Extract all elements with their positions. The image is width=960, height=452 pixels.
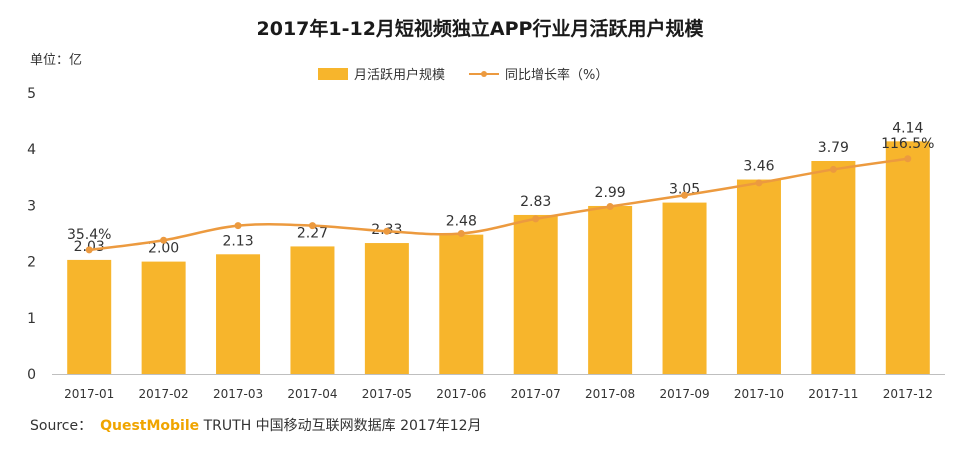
bar-value-label: 2.00 (148, 241, 179, 257)
unit-label: 单位：亿 (30, 53, 83, 68)
growth-point-2017-04 (308, 222, 316, 230)
x-tick-label: 2017-08 (585, 387, 635, 401)
growth-point-2017-02 (160, 236, 168, 244)
bar-2017-08 (588, 205, 633, 374)
x-tick-label: 2017-09 (659, 387, 709, 401)
source-brand-logo: QuestMobile (100, 418, 200, 434)
x-tick-label: 2017-07 (511, 387, 561, 401)
x-tick-label: 2017-10 (734, 387, 784, 401)
x-tick-label: 2017-01 (64, 387, 114, 401)
bar-2017-09 (662, 202, 707, 374)
y-tick-label: 2 (27, 255, 36, 271)
bar-2017-11 (811, 161, 856, 374)
bar-2017-04 (290, 246, 335, 374)
bar-value-label: 2.99 (595, 185, 626, 201)
legend: 月活跃用户规模 同比增长率（%） (318, 64, 608, 83)
x-tick-label: 2017-06 (436, 387, 486, 401)
source-prefix: Source： (30, 418, 93, 434)
bar-value-label: 4.14 (892, 120, 923, 136)
source-line: Source： QuestMobile TRUTH 中国移动互联网数据库 2017… (30, 415, 482, 435)
bar-value-label: 2.83 (520, 194, 551, 210)
growth-point-label: 116.5% (881, 136, 934, 152)
growth-point-2017-03 (234, 222, 242, 230)
bar-value-label: 2.13 (222, 233, 253, 249)
bar-value-label: 3.46 (743, 159, 774, 175)
bar-2017-06 (439, 234, 484, 374)
bar-2017-05 (364, 243, 409, 374)
x-tick-label: 2017-02 (139, 387, 189, 401)
growth-rate-line (89, 157, 908, 252)
x-tick-label: 2017-11 (808, 387, 858, 401)
bar-2017-01 (67, 259, 112, 374)
bar-2017-07 (513, 214, 558, 374)
y-tick-label: 1 (27, 311, 36, 327)
y-tick-label: 0 (27, 367, 36, 383)
source-text: TRUTH 中国移动互联网数据库 2017年12月 (203, 418, 482, 434)
y-tick-label: 5 (27, 86, 36, 102)
y-tick-label: 3 (27, 198, 36, 214)
bar-2017-12 (885, 141, 930, 374)
growth-point-label: 35.4% (67, 227, 111, 243)
bar-value-label: 2.48 (446, 214, 477, 230)
x-tick-label: 2017-12 (883, 387, 933, 401)
bar-2017-10 (736, 179, 781, 374)
y-tick-label: 4 (27, 142, 36, 158)
growth-point-2017-09 (681, 191, 689, 199)
x-tick-label: 2017-03 (213, 387, 263, 401)
growth-point-2017-08 (606, 203, 614, 211)
growth-point-2017-12 (904, 155, 912, 163)
legend-bar-swatch (318, 67, 348, 80)
bar-2017-02 (141, 261, 186, 374)
chart-title: 2017年1-12月短视频独立APP行业月活跃用户规模 (256, 18, 704, 40)
growth-point-2017-01 (85, 246, 93, 254)
legend-line-swatch (469, 70, 500, 77)
legend-bar-label: 月活跃用户规模 (354, 68, 446, 83)
bar-value-label: 2.27 (297, 225, 328, 241)
growth-point-2017-10 (755, 179, 763, 187)
growth-point-2017-06 (457, 230, 465, 237)
growth-point-2017-05 (383, 227, 391, 235)
growth-point-2017-11 (829, 165, 837, 173)
bar-2017-03 (216, 254, 261, 374)
bar-value-label: 3.79 (818, 140, 849, 156)
x-tick-label: 2017-04 (287, 387, 337, 401)
legend-line-label: 同比增长率（%） (505, 68, 609, 83)
growth-point-2017-07 (532, 215, 540, 223)
x-tick-label: 2017-05 (362, 387, 412, 401)
